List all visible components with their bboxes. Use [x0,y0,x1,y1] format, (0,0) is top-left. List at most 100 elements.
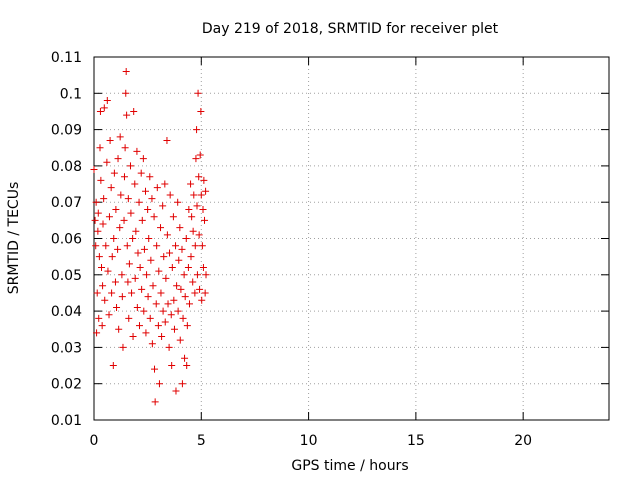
data-point [138,285,146,293]
data-point [115,325,123,333]
data-point [145,235,153,242]
data-point [173,282,181,290]
data-point [105,213,113,221]
axis-ticks: 0.01 0.02 0.03 0.04 0.05 0.06 0.07 0.08 0.09 0.1 0… [51,50,609,449]
data-point [96,107,104,115]
data-point [144,205,152,213]
data-point [172,387,180,395]
data-point [185,205,193,213]
data-point [134,249,142,257]
data-point [195,231,203,239]
data-point [99,282,107,290]
data-point [159,202,167,210]
data-point [180,271,188,279]
x-tick-label: 0 [90,433,99,449]
data-point [92,242,100,250]
data-point [153,184,161,192]
y-tick-label: 0.11 [51,50,82,66]
data-point [185,300,193,308]
y-tick-label: 0.03 [51,340,82,356]
data-point [194,89,202,97]
data-point [108,289,116,297]
data-point [169,213,177,221]
data-point [91,216,99,224]
data-point [191,242,199,250]
y-tick-label: 0.09 [51,123,82,139]
data-point [191,289,199,297]
data-point [193,126,201,134]
data-point [193,202,201,210]
data-point [140,245,148,253]
data-point [133,147,141,155]
data-point [144,293,152,301]
data-point [94,209,102,217]
data-point [124,195,132,203]
data-point [113,303,121,311]
data-point [104,267,112,275]
data-point [94,227,102,235]
data-point [95,314,103,322]
data-point [192,155,200,163]
data-points [90,68,210,406]
y-axis-label: SRMTID / TECUs [6,182,22,295]
data-point [201,216,209,224]
data-point [170,296,178,304]
data-point [138,216,146,224]
data-point [174,307,182,315]
y-tick-label: 0.08 [51,159,82,175]
data-point [120,216,128,224]
data-point [183,362,191,370]
data-point [121,144,129,152]
data-point [106,136,114,144]
data-point [95,253,103,261]
data-point [161,180,169,188]
data-point [181,293,189,301]
chart-title: Day 219 of 2018, SRMTID for receiver ple… [202,21,499,37]
data-point [107,184,115,192]
data-point [198,296,206,304]
x-tick-label: 15 [407,433,425,449]
data-point [137,169,145,177]
data-point [122,68,130,76]
data-point [153,242,161,250]
data-point [176,336,184,344]
data-point [202,271,210,279]
data-point [131,180,139,188]
data-point [188,213,196,221]
data-point [158,333,166,341]
data-point [170,325,178,333]
data-point [126,162,134,170]
data-point [182,235,190,242]
data-point [114,245,122,253]
data-point [133,303,141,311]
y-tick-label: 0.1 [60,86,82,102]
data-point [165,343,173,351]
data-point [163,231,171,239]
data-point [129,333,137,341]
data-point [155,380,163,388]
data-point [178,380,186,388]
data-point [98,264,106,272]
data-point [124,278,132,286]
data-point [114,155,122,163]
data-point [199,264,207,272]
data-point [202,187,210,195]
y-tick-label: 0.01 [51,413,82,429]
data-point [123,242,131,250]
data-point [151,365,159,373]
data-point [117,191,125,199]
data-point [93,329,101,337]
data-point [139,155,147,163]
data-point [92,198,100,206]
data-point [142,329,150,337]
data-point [149,282,157,290]
data-point [196,151,204,159]
data-point [163,136,171,144]
data-point [93,289,101,297]
data-point [161,318,169,326]
data-point [162,274,170,282]
data-point [143,271,151,279]
data-point [159,307,167,315]
grid-lines [94,57,609,420]
